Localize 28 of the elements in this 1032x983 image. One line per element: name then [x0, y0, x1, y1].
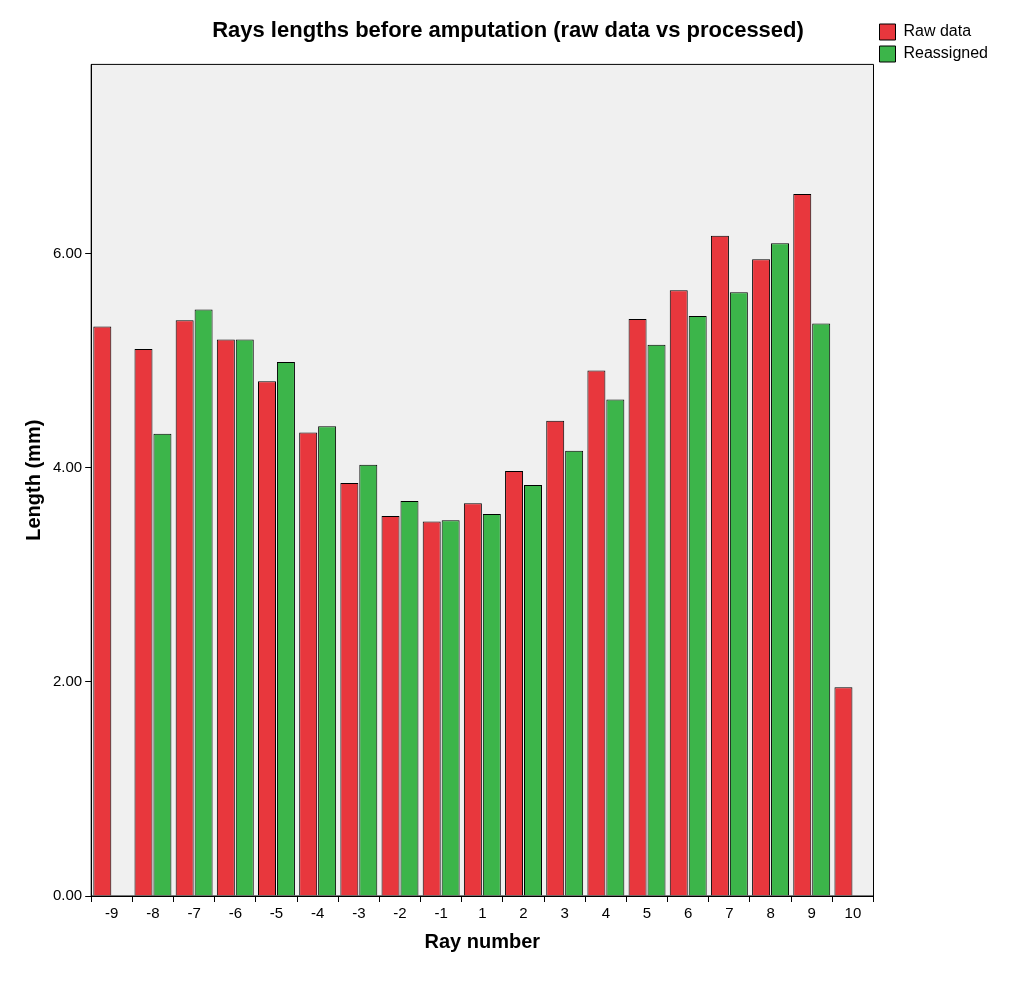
x-tick-label: 7 — [725, 904, 734, 922]
x-tick-label: -3 — [352, 904, 366, 922]
x-tick-label: -8 — [146, 904, 160, 922]
y-tick-label: 2.00 — [52, 672, 83, 690]
y-axis-title: Length (mm) — [21, 419, 44, 541]
x-tick-label: 9 — [807, 904, 816, 922]
x-tick-label: 5 — [642, 904, 652, 922]
x-tick-label: 8 — [766, 904, 775, 922]
x-tick-label: -2 — [393, 904, 407, 922]
x-tick-label: 10 — [844, 904, 862, 922]
y-tick-label: 6.00 — [52, 243, 83, 261]
x-tick-label: -5 — [269, 904, 284, 922]
x-tick-label: -1 — [434, 904, 448, 922]
x-tick-label: -6 — [228, 904, 242, 922]
legend-label: Reassigned — [903, 44, 988, 62]
x-tick-label: 4 — [601, 904, 611, 922]
x-tick-label: 2 — [519, 904, 528, 922]
x-tick-label: 3 — [560, 904, 569, 922]
y-tick-label: 4.00 — [52, 458, 83, 476]
chart-title: Rays lengths before amputation (raw data vs processed) — [212, 17, 804, 43]
x-tick-label: -4 — [310, 904, 325, 922]
legend-label: Raw data — [903, 22, 972, 40]
x-tick-label: 6 — [684, 904, 693, 922]
x-axis-title: Ray number — [424, 929, 541, 952]
x-tick-label: 1 — [478, 904, 487, 922]
x-tick-label: -9 — [105, 904, 119, 922]
y-tick-label: 0.00 — [52, 886, 83, 904]
x-tick-label: -7 — [187, 904, 201, 922]
